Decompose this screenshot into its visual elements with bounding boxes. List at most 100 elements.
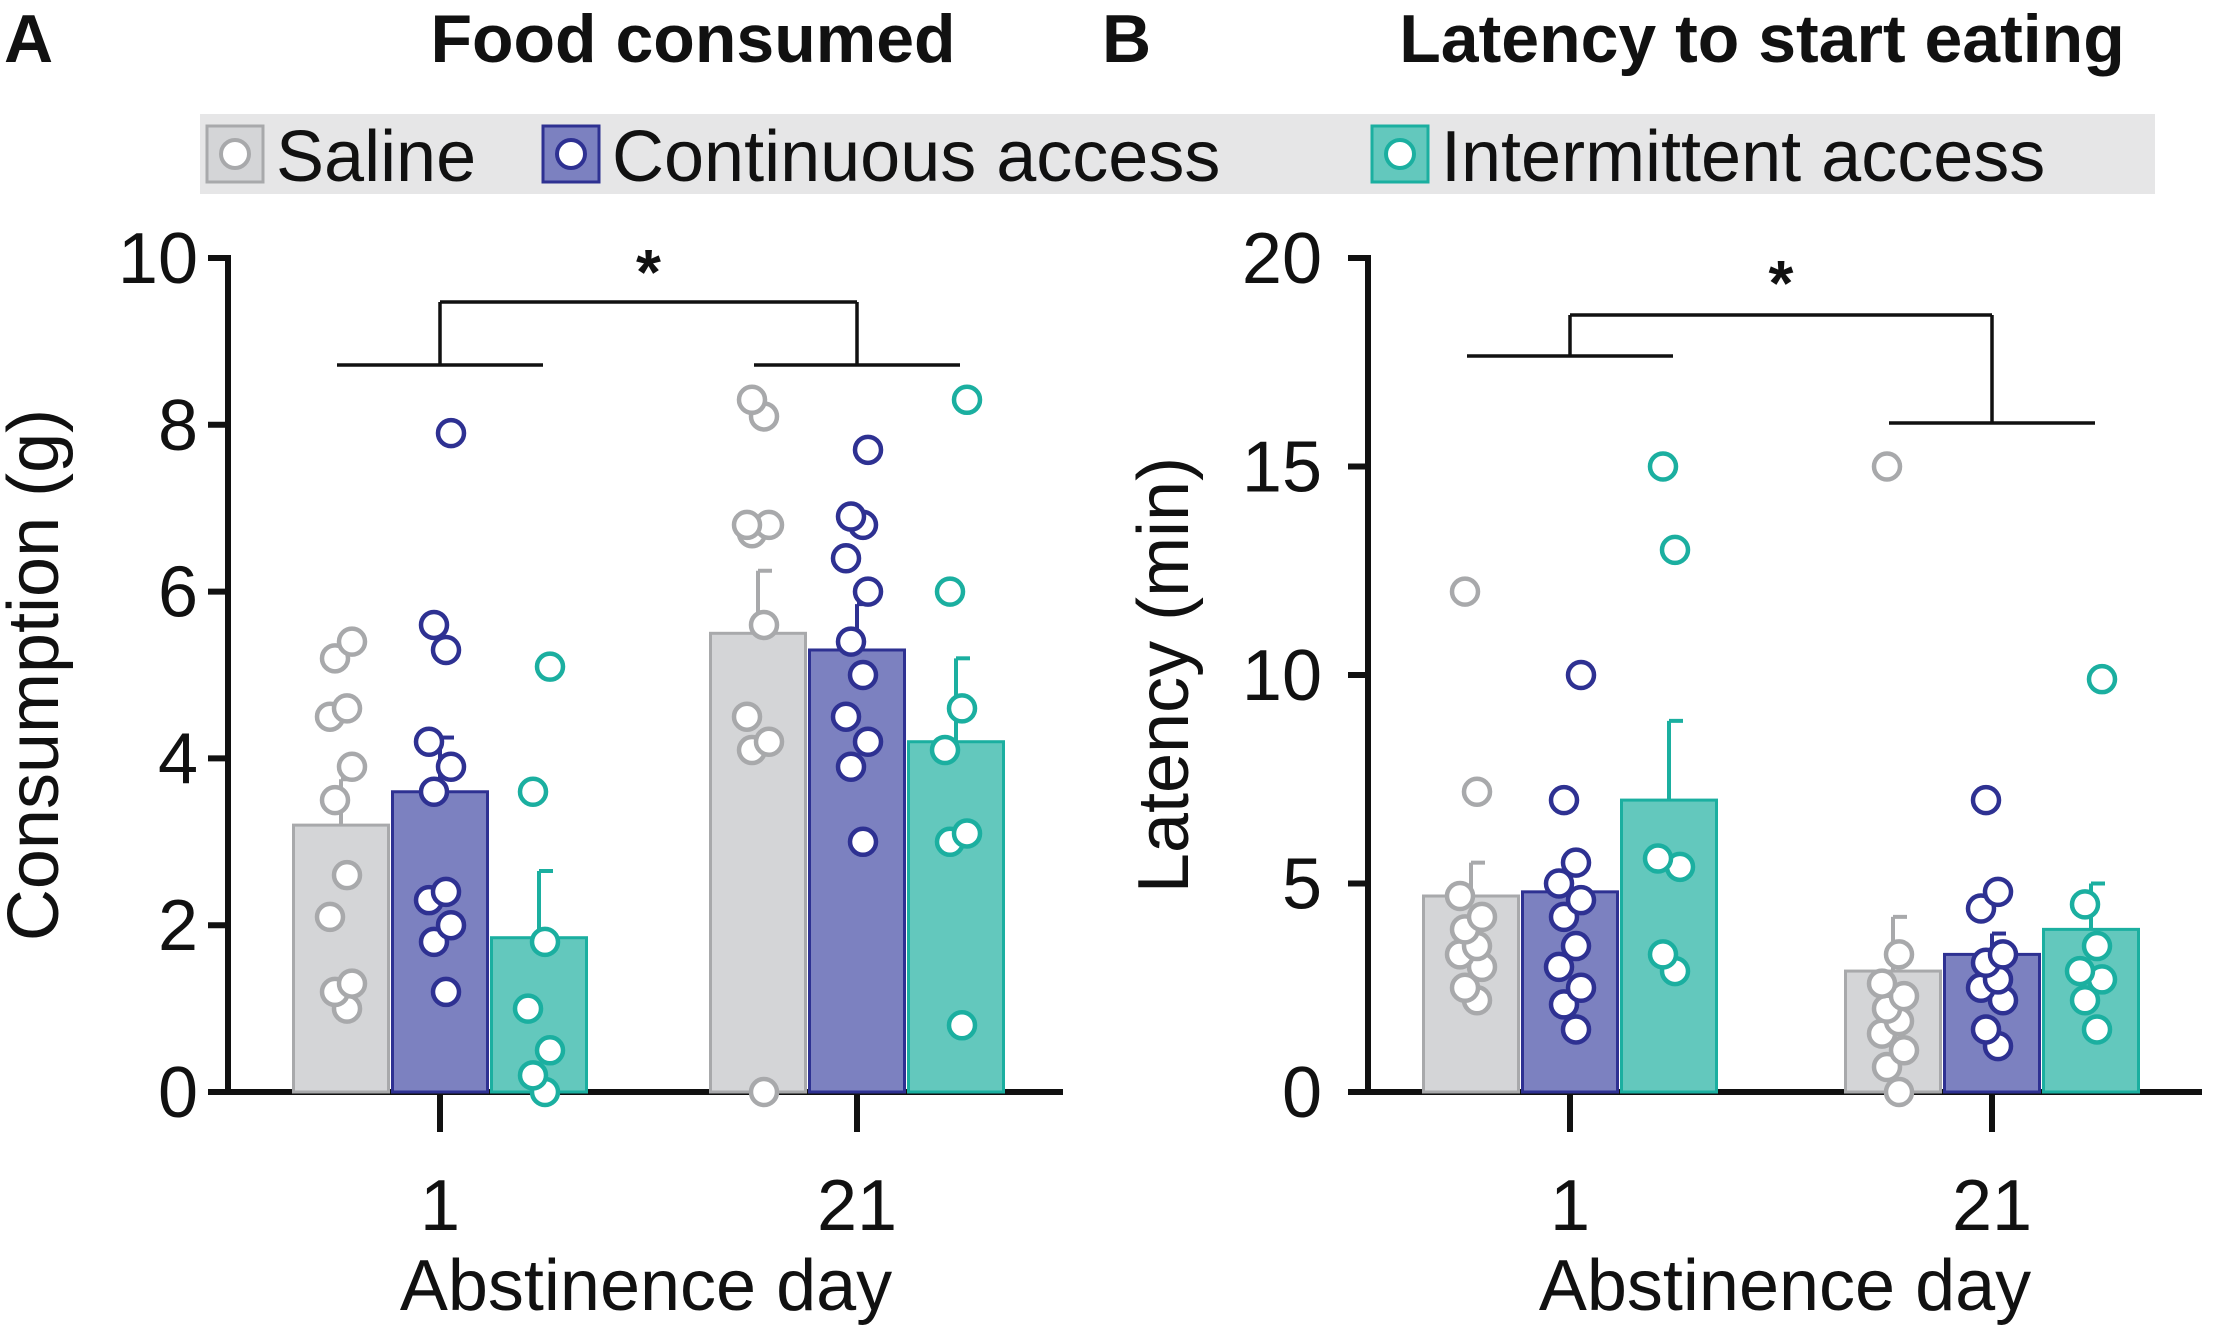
panel-a-y-tick-label: 0	[158, 1053, 198, 1133]
panel-a-data-point-intermittent-access	[929, 734, 961, 766]
panel-b-letter: B	[1102, 1, 1151, 77]
panel-b-data-point-saline	[1871, 451, 1903, 482]
panel-b-data-point-intermittent-access	[2081, 1014, 2113, 1045]
panel-b-data-point-continuous-access	[1543, 868, 1575, 899]
panel-a-y-tick-label: 10	[118, 219, 198, 299]
panel-a-data-point-saline	[731, 701, 763, 732]
panel-b-data-point-continuous-access	[1560, 1014, 1592, 1045]
panel-b-data-point-continuous-access	[1970, 784, 2002, 816]
panel-a-y-tick-label: 8	[158, 386, 198, 466]
panel-b-data-point-intermittent-access	[2069, 985, 2101, 1016]
legend-label-continuous: Continuous access	[612, 117, 1220, 197]
panel-b-data-point-saline	[1461, 776, 1493, 808]
panel-a-data-point-saline	[748, 1076, 780, 1108]
panel-a-data-point-saline	[331, 693, 363, 724]
panel-a-data-point-saline	[736, 384, 768, 416]
panel-a-y-axis-label: Consumption (g)	[0, 409, 74, 941]
panel-a-data-point-saline	[319, 784, 351, 816]
panel-b-data-point-continuous-access	[1560, 930, 1592, 962]
panel-a-data-point-intermittent-access	[951, 384, 983, 416]
panel-b-data-point-intermittent-access	[2081, 930, 2113, 962]
legend-label-intermittent: Intermittent access	[1441, 117, 2045, 197]
panel-a-data-point-continuous-access	[435, 751, 467, 782]
panel-a-title: Food consumed	[430, 1, 955, 77]
panel-b-data-point-continuous-access	[1565, 659, 1597, 691]
panel-b-title: Latency to start eating	[1399, 1, 2125, 77]
panel-a-x-axis-label: Abstinence day	[400, 1246, 892, 1326]
legend-label-saline: Saline	[276, 117, 476, 197]
panel-a-y-tick-label: 6	[158, 553, 198, 633]
panel-b-data-point-saline	[1888, 1035, 1920, 1066]
panel-a-data-point-continuous-access	[847, 826, 879, 858]
panel-a-data-point-continuous-access	[835, 626, 867, 657]
panel-a-data-point-continuous-access	[430, 976, 462, 1008]
panel-b-y-tick-label: 0	[1282, 1053, 1322, 1133]
panel-b-x-tick-label: 1	[1550, 1166, 1590, 1246]
legend-marker-continuous	[555, 138, 587, 170]
panel-b-data-point-continuous-access	[1987, 939, 2019, 970]
panel-a-data-point-continuous-access	[430, 634, 462, 666]
panel-b-x-axis-label: Abstinence day	[1539, 1246, 2031, 1326]
panel-a-data-point-saline	[336, 751, 368, 782]
panel-b-significance-star: *	[1769, 247, 1794, 319]
panel-b-data-point-saline	[1449, 576, 1481, 607]
panel-b-y-tick-label: 5	[1282, 845, 1322, 925]
panel-a-data-point-continuous-access	[413, 726, 445, 757]
panel-a-x-tick-label: 1	[420, 1166, 460, 1246]
panel-b-data-point-saline	[1883, 1076, 1915, 1108]
panel-a-data-point-intermittent-access	[946, 1010, 978, 1041]
panel-b-data-point-continuous-access	[1982, 876, 2014, 908]
panel-a-data-point-continuous-access	[430, 876, 462, 908]
panel-b-data-point-continuous-access	[1548, 784, 1580, 816]
legend-marker-saline	[219, 138, 251, 170]
panel-b-data-point-saline	[1444, 880, 1476, 912]
panel-b-data-point-intermittent-access	[2064, 955, 2096, 987]
panel-b-y-tick-label: 15	[1242, 428, 1322, 508]
panel-a-data-point-continuous-access	[852, 434, 884, 466]
panel-a-data-point-continuous-access	[852, 726, 884, 757]
panel-a-data-point-intermittent-access	[517, 1060, 549, 1091]
panel-b-data-point-saline	[1883, 939, 1915, 970]
panel-b-y-tick-label: 10	[1242, 636, 1322, 716]
panel-a-data-point-continuous-access	[830, 542, 862, 574]
panel-a-data-point-continuous-access	[418, 776, 450, 808]
panel-b-data-point-continuous-access	[1543, 951, 1575, 983]
panel-a-data-point-continuous-access	[418, 609, 450, 641]
panel-b-y-axis-label: Latency (min)	[1124, 457, 1204, 893]
panel-b-y-tick-label: 20	[1242, 219, 1322, 299]
panel-b-data-point-intermittent-access	[2069, 889, 2101, 920]
panel-b-data-point-intermittent-access	[1647, 451, 1679, 482]
panel-a-bar-saline	[709, 631, 807, 1094]
panel-a-data-point-intermittent-access	[517, 776, 549, 808]
panel-a-data-point-saline	[753, 726, 785, 757]
panel-a-data-point-continuous-access	[435, 417, 467, 449]
legend-background	[200, 114, 2155, 194]
legend: Saline Continuous access Intermittent ac…	[200, 114, 2155, 197]
panel-a-data-point-continuous-access	[835, 501, 867, 532]
panel-b-data-point-intermittent-access	[1659, 534, 1691, 566]
panel-a-data-point-continuous-access	[830, 701, 862, 732]
panel-a-y-tick-label: 2	[158, 886, 198, 966]
panel-a-letter: A	[4, 1, 53, 77]
panel-b-data-point-intermittent-access	[2086, 663, 2118, 695]
panel-a-data-point-saline	[336, 968, 368, 999]
panel-b-data-point-saline	[1866, 968, 1898, 999]
panel-a-data-point-continuous-access	[847, 659, 879, 691]
panel-b-data-point-saline	[1888, 980, 1920, 1012]
panel-a-data-point-saline	[331, 859, 363, 891]
panel-a-data-point-intermittent-access	[934, 576, 966, 607]
panel-b-data-point-saline	[1466, 901, 1498, 933]
panel-a-data-point-saline	[336, 626, 368, 657]
panel-a-data-point-saline	[731, 509, 763, 541]
panel-b-data-point-continuous-access	[1970, 1014, 2002, 1045]
panel-a-data-point-saline	[748, 609, 780, 641]
panel-b-data-point-continuous-access	[1565, 884, 1597, 916]
panel-b-data-point-continuous-access	[1565, 972, 1597, 1003]
panel-b-data-point-continuous-access	[1560, 847, 1592, 878]
legend-marker-intermittent	[1384, 138, 1416, 170]
panel-b-data-point-saline	[1449, 972, 1481, 1003]
panel-b-x-tick-label: 21	[1952, 1166, 2032, 1246]
panel-a-data-point-intermittent-access	[946, 693, 978, 724]
